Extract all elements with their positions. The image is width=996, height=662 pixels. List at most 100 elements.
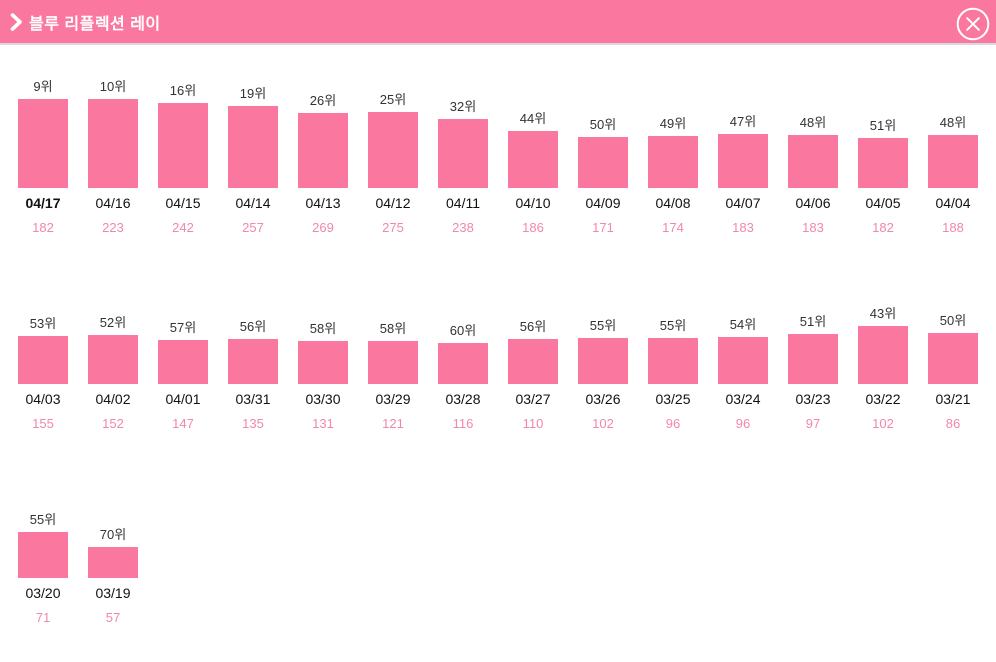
date-label: 04/12 xyxy=(375,195,411,211)
count-label: 242 xyxy=(172,220,194,235)
day-column: 19위 04/14 257 xyxy=(218,76,288,235)
rank-bar xyxy=(298,341,348,384)
count-label: 57 xyxy=(105,610,121,625)
close-icon xyxy=(956,7,990,41)
bar-wrap: 55위 xyxy=(648,272,698,384)
rank-bar xyxy=(88,335,138,384)
day-column: 55위 03/26 102 xyxy=(568,272,638,431)
date-label: 04/16 xyxy=(95,195,131,211)
rank-bar xyxy=(228,106,278,188)
date-label: 04/07 xyxy=(725,195,761,211)
day-column: 49위 04/08 174 xyxy=(638,76,708,235)
bar-wrap: 51위 xyxy=(858,76,908,188)
rank-label: 58위 xyxy=(379,321,407,336)
count-label: 71 xyxy=(35,610,51,625)
count-label: 223 xyxy=(102,220,124,235)
date-label: 04/14 xyxy=(235,195,271,211)
close-button[interactable] xyxy=(956,7,990,41)
count-label: 102 xyxy=(592,416,614,431)
rank-bar xyxy=(228,339,278,384)
rank-label: 26위 xyxy=(309,93,337,108)
day-column: 51위 03/23 97 xyxy=(778,272,848,431)
count-label: 102 xyxy=(872,416,894,431)
rank-label: 10위 xyxy=(99,79,127,94)
count-label: 269 xyxy=(312,220,334,235)
count-label: 147 xyxy=(172,416,194,431)
day-column: 60위 03/28 116 xyxy=(428,272,498,431)
date-label: 03/24 xyxy=(725,391,761,407)
day-column: 32위 04/11 238 xyxy=(428,76,498,235)
popup-title: 블루 리플렉션 레이 xyxy=(29,15,161,33)
rank-bar xyxy=(648,136,698,188)
bar-wrap: 56위 xyxy=(508,272,558,384)
count-label: 275 xyxy=(382,220,404,235)
count-label: 171 xyxy=(592,220,614,235)
chart-row-3: 55위 03/20 71 70위 03/19 57 xyxy=(8,466,988,625)
date-label: 03/30 xyxy=(305,391,341,407)
rank-label: 25위 xyxy=(379,92,407,107)
date-label: 04/03 xyxy=(25,391,61,407)
count-label: 238 xyxy=(452,220,474,235)
day-column: 16위 04/15 242 xyxy=(148,76,218,235)
bar-wrap: 57위 xyxy=(158,272,208,384)
day-column: 54위 03/24 96 xyxy=(708,272,778,431)
day-column: 53위 04/03 155 xyxy=(8,272,78,431)
count-label: 183 xyxy=(802,220,824,235)
rank-label: 16위 xyxy=(169,83,197,98)
count-label: 174 xyxy=(662,220,684,235)
rank-label: 50위 xyxy=(589,117,617,132)
date-label: 03/20 xyxy=(25,585,61,601)
count-label: 257 xyxy=(242,220,264,235)
rank-bar xyxy=(158,340,208,384)
date-label: 03/22 xyxy=(865,391,901,407)
day-column: 48위 04/04 188 xyxy=(918,76,988,235)
rank-label: 51위 xyxy=(869,118,897,133)
bar-wrap: 54위 xyxy=(718,272,768,384)
bar-wrap: 58위 xyxy=(298,272,348,384)
date-label: 04/13 xyxy=(305,195,341,211)
count-label: 96 xyxy=(665,416,681,431)
rank-label: 48위 xyxy=(799,115,827,130)
rank-bar xyxy=(368,341,418,384)
rank-bar xyxy=(298,113,348,188)
rank-label: 44위 xyxy=(519,111,547,126)
day-column: 43위 03/22 102 xyxy=(848,272,918,431)
rank-bar xyxy=(18,532,68,578)
date-label: 04/09 xyxy=(585,195,621,211)
count-label: 182 xyxy=(32,220,54,235)
rank-label: 32위 xyxy=(449,99,477,114)
popup-header: 블루 리플렉션 레이 xyxy=(0,0,996,45)
day-column: 55위 03/25 96 xyxy=(638,272,708,431)
date-label: 04/17 xyxy=(25,195,61,211)
rank-bar xyxy=(438,119,488,188)
day-column: 50위 03/21 86 xyxy=(918,272,988,431)
bar-wrap: 47위 xyxy=(718,76,768,188)
day-column: 50위 04/09 171 xyxy=(568,76,638,235)
day-column: 9위 04/17 182 xyxy=(8,76,78,235)
rank-label: 55위 xyxy=(29,512,57,527)
rank-label: 43위 xyxy=(869,306,897,321)
rank-bar xyxy=(648,338,698,384)
date-label: 04/02 xyxy=(95,391,131,407)
date-label: 04/15 xyxy=(165,195,201,211)
date-label: 03/27 xyxy=(515,391,551,407)
date-label: 04/05 xyxy=(865,195,901,211)
count-label: 182 xyxy=(872,220,894,235)
bar-wrap: 60위 xyxy=(438,272,488,384)
rank-bar xyxy=(928,135,978,188)
count-label: 152 xyxy=(102,416,124,431)
rank-label: 57위 xyxy=(169,320,197,335)
rank-bar xyxy=(158,103,208,188)
date-label: 03/26 xyxy=(585,391,621,407)
count-label: 86 xyxy=(945,416,961,431)
rank-label: 70위 xyxy=(99,527,127,542)
rank-label: 47위 xyxy=(729,114,757,129)
day-column: 57위 04/01 147 xyxy=(148,272,218,431)
date-label: 03/25 xyxy=(655,391,691,407)
bar-wrap: 55위 xyxy=(578,272,628,384)
bar-wrap: 49위 xyxy=(648,76,698,188)
count-label: 183 xyxy=(732,220,754,235)
rank-bar xyxy=(788,334,838,384)
rank-label: 19위 xyxy=(239,86,267,101)
